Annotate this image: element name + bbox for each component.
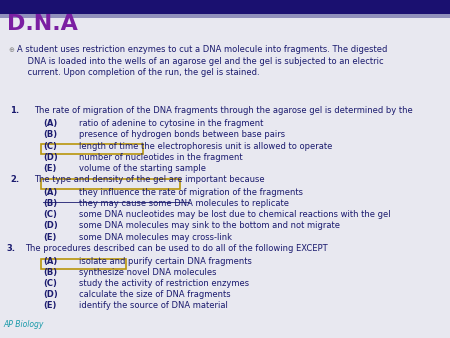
Text: some DNA molecules may cross-link: some DNA molecules may cross-link bbox=[79, 233, 232, 242]
Text: (B): (B) bbox=[43, 268, 57, 277]
Text: (B): (B) bbox=[43, 199, 57, 208]
Text: (C): (C) bbox=[43, 279, 57, 288]
Text: (B): (B) bbox=[43, 130, 57, 140]
Text: (C): (C) bbox=[43, 142, 57, 151]
Text: synthesize novel DNA molecules: synthesize novel DNA molecules bbox=[79, 268, 216, 277]
Text: isolate and purify certain DNA fragments: isolate and purify certain DNA fragments bbox=[79, 257, 252, 266]
Text: (E): (E) bbox=[43, 164, 56, 173]
Text: presence of hydrogen bonds between base pairs: presence of hydrogen bonds between base … bbox=[79, 130, 285, 140]
Text: The rate of migration of the DNA fragments through the agarose gel is determined: The rate of migration of the DNA fragmen… bbox=[34, 106, 413, 116]
Text: (D): (D) bbox=[43, 221, 58, 231]
Text: D.N.A: D.N.A bbox=[7, 14, 77, 34]
Text: length of time the electrophoresis unit is allowed to operate: length of time the electrophoresis unit … bbox=[79, 142, 332, 151]
Text: (A): (A) bbox=[43, 188, 57, 197]
Text: some DNA molecules may sink to the bottom and not migrate: some DNA molecules may sink to the botto… bbox=[79, 221, 340, 231]
Text: calculate the size of DNA fragments: calculate the size of DNA fragments bbox=[79, 290, 230, 299]
Text: AP Biology: AP Biology bbox=[4, 319, 44, 329]
Text: ratio of adenine to cytosine in the fragment: ratio of adenine to cytosine in the frag… bbox=[79, 119, 263, 128]
Text: some DNA nucleotides may be lost due to chemical reactions with the gel: some DNA nucleotides may be lost due to … bbox=[79, 210, 391, 219]
Text: (E): (E) bbox=[43, 233, 56, 242]
Text: (A): (A) bbox=[43, 119, 57, 128]
Text: 2.: 2. bbox=[10, 175, 19, 184]
Text: identify the source of DNA material: identify the source of DNA material bbox=[79, 301, 228, 310]
Text: volume of the starting sample: volume of the starting sample bbox=[79, 164, 206, 173]
FancyBboxPatch shape bbox=[0, 14, 450, 18]
Text: (A): (A) bbox=[43, 257, 57, 266]
Text: study the activity of restriction enzymes: study the activity of restriction enzyme… bbox=[79, 279, 249, 288]
Text: (E): (E) bbox=[43, 301, 56, 310]
Text: they influence the rate of migration of the fragments: they influence the rate of migration of … bbox=[79, 188, 303, 197]
Text: 3.: 3. bbox=[7, 244, 16, 253]
Text: The procedures described can be used to do all of the following EXCEPT: The procedures described can be used to … bbox=[25, 244, 328, 253]
Text: number of nucleotides in the fragment: number of nucleotides in the fragment bbox=[79, 153, 243, 162]
Text: they may cause some DNA molecules to replicate: they may cause some DNA molecules to rep… bbox=[79, 199, 289, 208]
Text: (D): (D) bbox=[43, 290, 58, 299]
Text: 1.: 1. bbox=[10, 106, 19, 116]
Text: (C): (C) bbox=[43, 210, 57, 219]
Text: ⊕: ⊕ bbox=[8, 47, 14, 53]
Text: A student uses restriction enzymes to cut a DNA molecule into fragments. The dig: A student uses restriction enzymes to cu… bbox=[17, 45, 387, 77]
FancyBboxPatch shape bbox=[0, 0, 450, 14]
Text: (D): (D) bbox=[43, 153, 58, 162]
Text: The type and density of the gel are important because: The type and density of the gel are impo… bbox=[34, 175, 265, 184]
